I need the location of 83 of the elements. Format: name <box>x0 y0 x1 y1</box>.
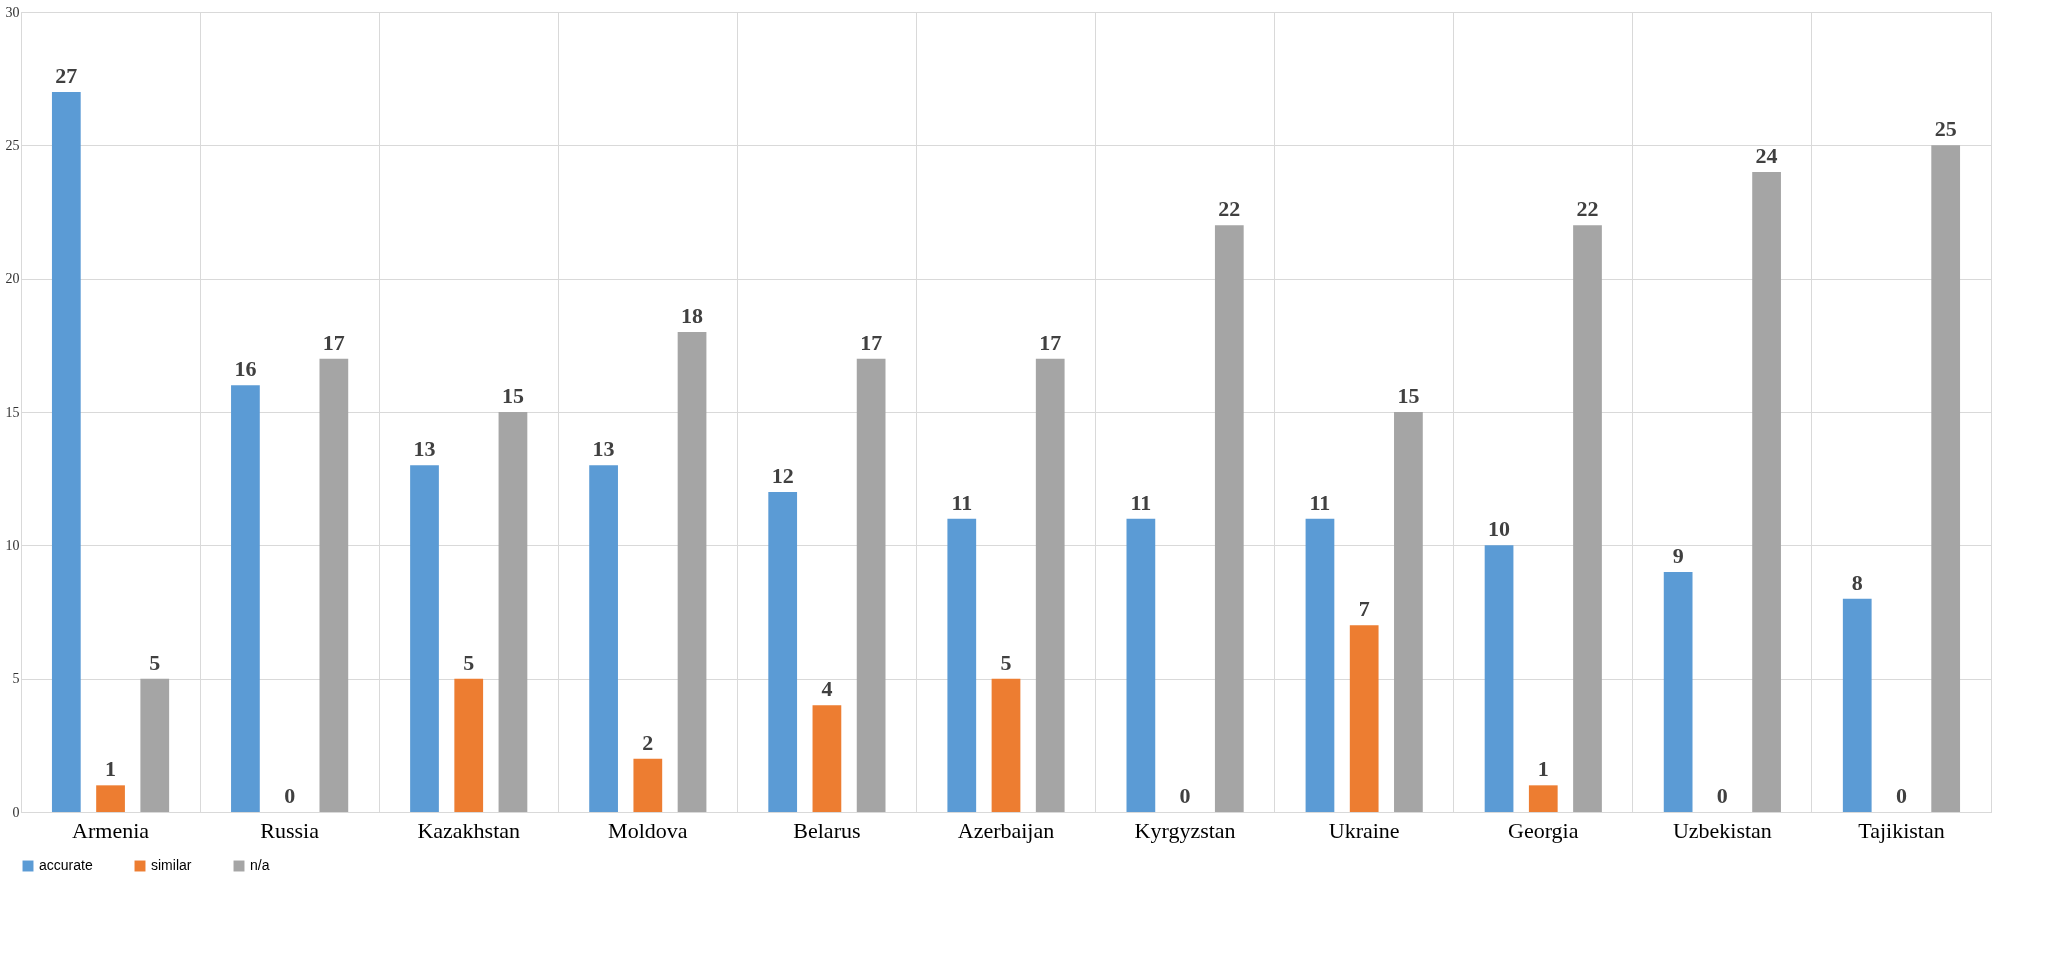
data-label: 0 <box>1716 783 1728 808</box>
bar <box>51 92 81 812</box>
data-label: 16 <box>234 356 257 382</box>
bar <box>410 465 439 812</box>
x-tick-label: Russia <box>260 817 320 843</box>
bar <box>1126 518 1156 812</box>
data-label: 4 <box>821 676 833 702</box>
data-label: 5 <box>463 649 475 675</box>
x-tick-label: Ukraine <box>1328 817 1400 843</box>
bar <box>947 518 977 812</box>
data-label: 1 <box>105 756 117 782</box>
bar <box>498 412 528 812</box>
bar <box>1214 225 1244 812</box>
y-tick-label: 30 <box>5 4 20 20</box>
x-tick-label: Kazakhstan <box>417 817 521 843</box>
data-label: 22 <box>1576 196 1599 222</box>
data-label: 18 <box>681 303 704 328</box>
legend-label: accurate <box>39 857 93 873</box>
bar <box>231 385 260 812</box>
data-label: 27 <box>55 63 78 88</box>
bar <box>1484 545 1514 812</box>
bar <box>1394 412 1423 812</box>
y-tick-label: 0 <box>12 804 20 820</box>
data-label: 7 <box>1358 596 1370 622</box>
data-label: 11 <box>1130 489 1152 515</box>
data-label: 0 <box>284 783 296 808</box>
x-tick-label: Azerbaijan <box>957 817 1055 843</box>
bar <box>1573 225 1602 812</box>
y-tick-label: 20 <box>5 271 20 287</box>
data-label: 24 <box>1755 143 1778 168</box>
data-label: 0 <box>1895 783 1907 808</box>
data-label: 15 <box>1397 383 1420 408</box>
y-tick-label: 5 <box>12 671 20 687</box>
data-label: 17 <box>860 329 883 355</box>
bar <box>856 358 886 812</box>
data-label: 9 <box>1672 543 1684 568</box>
data-label: 25 <box>1934 116 1957 142</box>
legend-label: n/a <box>250 857 270 873</box>
y-tick-label: 10 <box>5 537 20 553</box>
x-tick-label: Kyrgyzstan <box>1134 817 1236 843</box>
x-tick-label: Belarus <box>793 817 861 843</box>
x-tick-label: Armenia <box>72 817 150 843</box>
x-tick-label: Moldova <box>608 817 688 843</box>
data-label: 0 <box>1179 783 1191 808</box>
data-label: 2 <box>642 729 654 755</box>
data-label: 13 <box>592 436 615 462</box>
bar <box>991 678 1021 812</box>
bar <box>319 358 349 812</box>
bar <box>1528 785 1558 812</box>
data-label: 17 <box>322 329 345 355</box>
data-label: 12 <box>771 463 794 488</box>
bar <box>633 758 663 812</box>
legend-label: similar <box>151 857 192 873</box>
bar <box>96 785 125 812</box>
x-tick-label: Georgia <box>1508 817 1579 843</box>
data-label: 8 <box>1851 569 1863 595</box>
bar <box>677 332 707 812</box>
bar <box>812 705 842 812</box>
bar <box>1349 625 1379 812</box>
data-label: 5 <box>149 649 161 675</box>
bar <box>1305 518 1335 812</box>
data-label: 22 <box>1218 196 1241 222</box>
data-label: 13 <box>413 436 436 462</box>
x-tick-label: Tajikistan <box>1858 817 1945 843</box>
bar <box>768 492 798 812</box>
data-label: 15 <box>501 383 524 408</box>
bar <box>140 678 170 812</box>
data-label: 1 <box>1537 756 1549 782</box>
bar <box>1035 358 1065 812</box>
y-tick-label: 15 <box>5 404 20 420</box>
data-label: 11 <box>951 489 973 515</box>
y-tick-label: 25 <box>5 137 20 153</box>
bar <box>1663 572 1693 812</box>
bar <box>589 465 618 812</box>
data-label: 17 <box>1039 329 1062 355</box>
bar <box>1752 172 1781 812</box>
bar <box>454 678 484 812</box>
bar <box>1931 145 1961 812</box>
data-label: 5 <box>1000 649 1012 675</box>
bar <box>1842 598 1872 812</box>
data-label: 11 <box>1309 489 1331 515</box>
data-label: 10 <box>1488 516 1511 542</box>
x-tick-label: Uzbekistan <box>1672 817 1772 843</box>
